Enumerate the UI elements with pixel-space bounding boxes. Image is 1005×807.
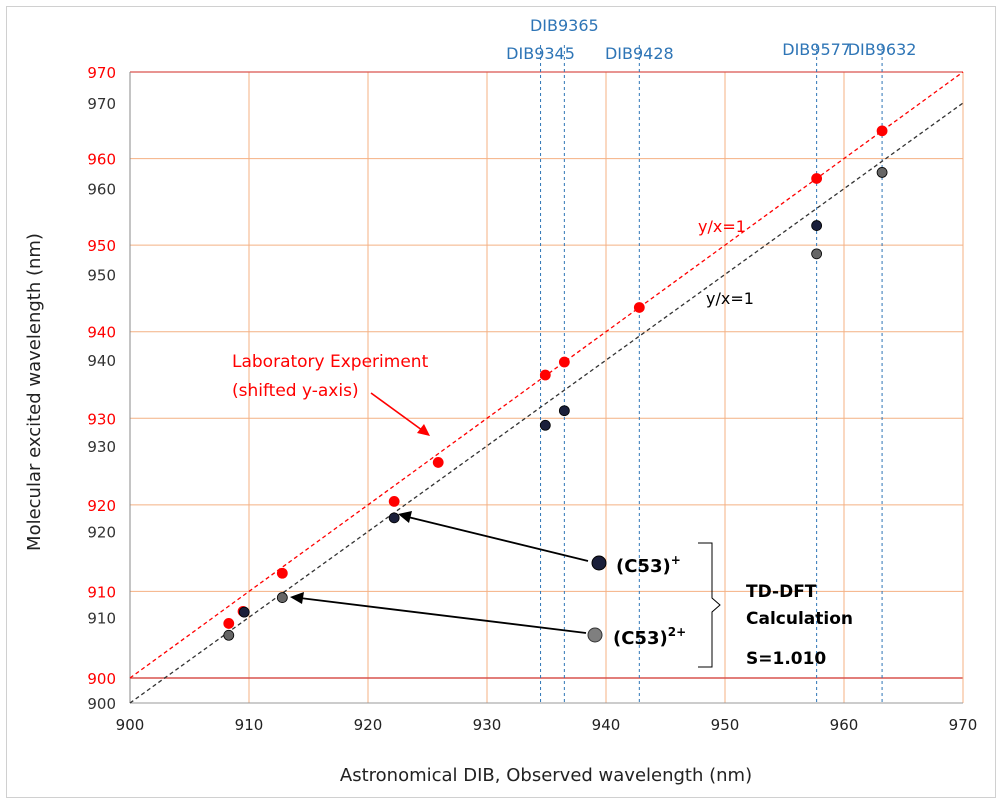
fit-line-black (129, 102, 964, 704)
data-point (276, 592, 288, 603)
dib-label: DIB9632 (848, 40, 917, 59)
data-point (388, 495, 400, 507)
y-tick-label-black: 930 (87, 438, 116, 456)
c53-plus-label: (C53)+ (616, 553, 681, 577)
c53-2plus-label: (C53)2+ (613, 625, 686, 649)
data-point (388, 512, 400, 524)
scale-label: S=1.010 (746, 649, 826, 669)
y-tick-label-red: 900 (87, 670, 116, 688)
y-tick-label-red: 920 (87, 497, 116, 515)
y-tick-label-black: 910 (87, 609, 116, 627)
x-tick-label: 950 (711, 716, 740, 734)
x-tick-label: 900 (116, 716, 145, 734)
dib-label: DIB9365 (530, 16, 599, 35)
y-tick-label-black: 970 (87, 95, 116, 113)
lab-arrow-head (417, 424, 430, 436)
dib-label: DIB9577 (782, 40, 851, 59)
calculation-label: Calculation (746, 609, 853, 629)
data-point (558, 405, 570, 417)
c53-2plus-arrowhead (290, 592, 304, 604)
data-point (876, 167, 888, 178)
x-tick-label: 970 (949, 716, 978, 734)
data-point (432, 457, 444, 468)
fit-line-red (129, 71, 964, 679)
data-point (558, 356, 570, 368)
lab-arrow (370, 392, 427, 434)
data-point (811, 248, 823, 260)
y-tick-label-black: 920 (87, 524, 116, 542)
c53-plus-arrowhead (398, 511, 412, 523)
data-point (633, 302, 645, 313)
c53-2plus-legend-marker (587, 627, 603, 643)
x-tick-label: 940 (592, 716, 621, 734)
x-tick-label: 920 (354, 716, 383, 734)
y-tick-label-black: 940 (87, 352, 116, 370)
data-point (238, 606, 250, 618)
fit-lines (129, 71, 964, 704)
x-tick-label: 910 (235, 716, 264, 734)
y-tick-label-red: 970 (87, 64, 116, 82)
y-tick-label-red: 940 (87, 324, 116, 342)
data-point (276, 567, 288, 579)
data-point (539, 419, 551, 431)
y-tick-label-black: 900 (87, 695, 116, 713)
data-point (811, 173, 823, 184)
y-axis-title: Molecular excited wavelength (nm) (24, 233, 45, 551)
td-dft-brace (698, 542, 721, 668)
x-tick-label: 930 (473, 716, 502, 734)
c53-2plus-superscript: 2+ (668, 625, 686, 639)
data-point (223, 629, 235, 641)
c53-2plus-arrow (299, 597, 587, 634)
y-tick-label-red: 930 (87, 410, 116, 428)
x-tick-label: 960 (830, 716, 859, 734)
c53-plus-superscript: + (671, 553, 681, 567)
y-tick-label-black: 960 (87, 181, 116, 199)
c53-plus-legend-marker (591, 555, 607, 571)
grid (129, 71, 964, 704)
red-fit-label: y/x=1 (698, 217, 746, 236)
data-point (223, 618, 235, 629)
data-points (223, 125, 888, 641)
y-tick-label-black: 950 (87, 266, 116, 284)
data-point (811, 220, 823, 231)
lab-experiment-label: Laboratory Experiment (232, 352, 429, 372)
chart-frame (6, 6, 996, 798)
c53-plus-arrow (407, 516, 589, 562)
dib-label: DIB9345 (506, 44, 575, 63)
td-dft-label: TD-DFT (746, 582, 817, 602)
black-fit-label: y/x=1 (706, 289, 754, 308)
y-tick-label-red: 960 (87, 151, 116, 169)
y-tick-label-red: 950 (87, 237, 116, 255)
data-point (539, 369, 551, 381)
data-point (876, 125, 888, 137)
dib-label: DIB9428 (605, 44, 674, 63)
tick-labels: 900 910 920 930 940 950 960 970 900 910 920 930 940 9… (87, 64, 977, 734)
x-axis-title: Astronomical DIB, Observed wavelength (n… (340, 765, 752, 786)
lab-experiment-sublabel: (shifted y-axis) (232, 381, 359, 401)
y-tick-label-red: 910 (87, 583, 116, 601)
